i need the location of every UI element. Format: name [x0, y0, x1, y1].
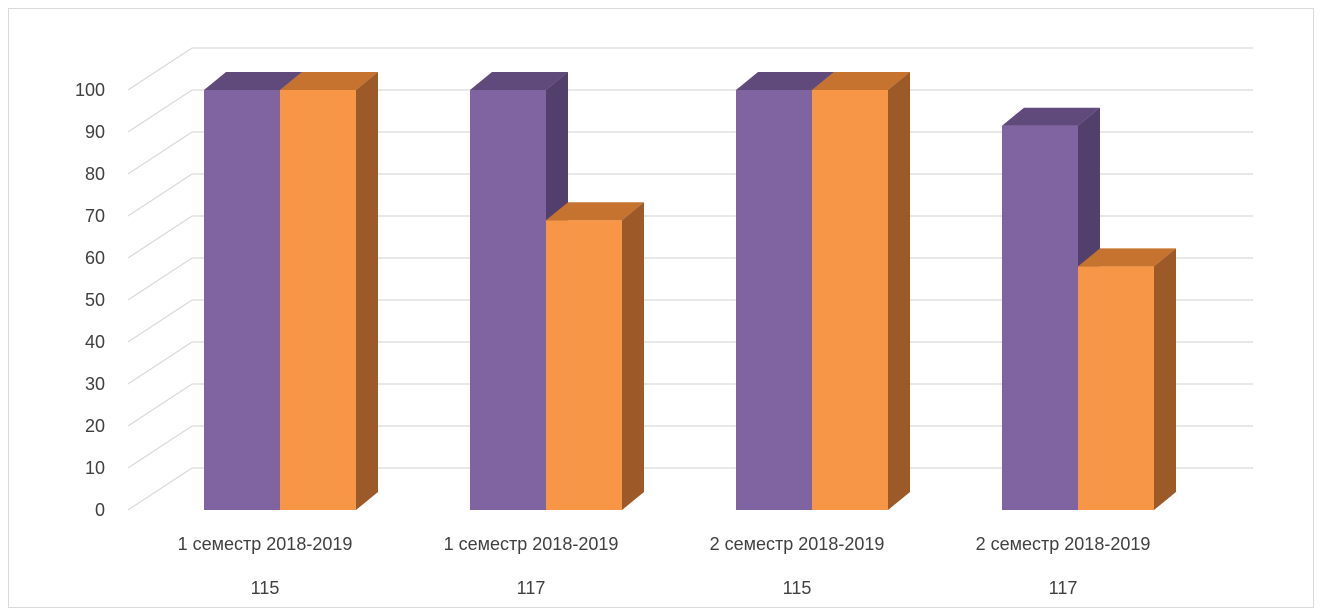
x-tick-label: 1 семестр 2018-2019 [178, 534, 353, 554]
y-tick-label: 30 [85, 374, 105, 394]
x-tick-label: 2 семестр 2018-2019 [710, 534, 885, 554]
bar-top [470, 72, 568, 90]
bar-side [1154, 248, 1176, 510]
gridline-side [127, 341, 193, 385]
bar-front [1002, 125, 1078, 510]
y-tick-label: 100 [75, 80, 105, 100]
bar-top [546, 202, 644, 221]
y-tick-label: 80 [85, 164, 105, 184]
y-tick-label: 0 [95, 500, 105, 520]
bar-front [280, 90, 356, 510]
bar-front [546, 220, 622, 510]
x-tick-label: 2 семестр 2018-2019 [976, 534, 1151, 554]
bar-front [1078, 266, 1154, 510]
gridline-side [127, 173, 193, 217]
bar-front [736, 90, 812, 510]
bar-top [1078, 248, 1176, 267]
bar-top [280, 72, 378, 90]
x-tick-sublabel: 115 [783, 578, 812, 598]
bar-front [204, 90, 280, 510]
gridline-side [127, 257, 193, 301]
x-tick-label: 1 семестр 2018-2019 [444, 534, 619, 554]
gridline-side [127, 425, 193, 469]
gridline-side [127, 383, 193, 427]
x-axis-labels: 1 семестр 2018-2019 115 1 семестр 2018-201… [178, 534, 1151, 598]
bar-side [888, 72, 910, 510]
y-tick-label: 40 [85, 332, 105, 352]
y-tick-label: 20 [85, 416, 105, 436]
y-tick-label: 70 [85, 206, 105, 226]
bar-top [736, 72, 834, 90]
bar-side [622, 202, 644, 510]
bar-front [812, 90, 888, 510]
y-axis-labels: 0 10 20 30 40 50 60 70 80 90 100 [75, 80, 105, 520]
bar [1078, 248, 1176, 510]
gridline-side [127, 215, 193, 259]
bar [546, 202, 644, 510]
bar-front [470, 90, 546, 510]
x-tick-sublabel: 117 [517, 578, 546, 598]
gridline-side [127, 131, 193, 175]
bars [204, 72, 1176, 510]
gridline-side [127, 47, 193, 91]
bar-top [812, 72, 910, 90]
gridline-side [127, 89, 193, 133]
bar-side [356, 72, 378, 510]
bar [280, 72, 378, 510]
x-tick-sublabel: 117 [1049, 578, 1078, 598]
bar-top [204, 72, 302, 90]
gridline-side [127, 299, 193, 343]
bar-top [1002, 107, 1100, 126]
y-tick-label: 50 [85, 290, 105, 310]
y-tick-label: 10 [85, 458, 105, 478]
gridline-side [127, 467, 193, 511]
y-tick-label: 90 [85, 122, 105, 142]
x-tick-sublabel: 115 [251, 578, 280, 598]
y-tick-label: 60 [85, 248, 105, 268]
bar [812, 72, 910, 510]
